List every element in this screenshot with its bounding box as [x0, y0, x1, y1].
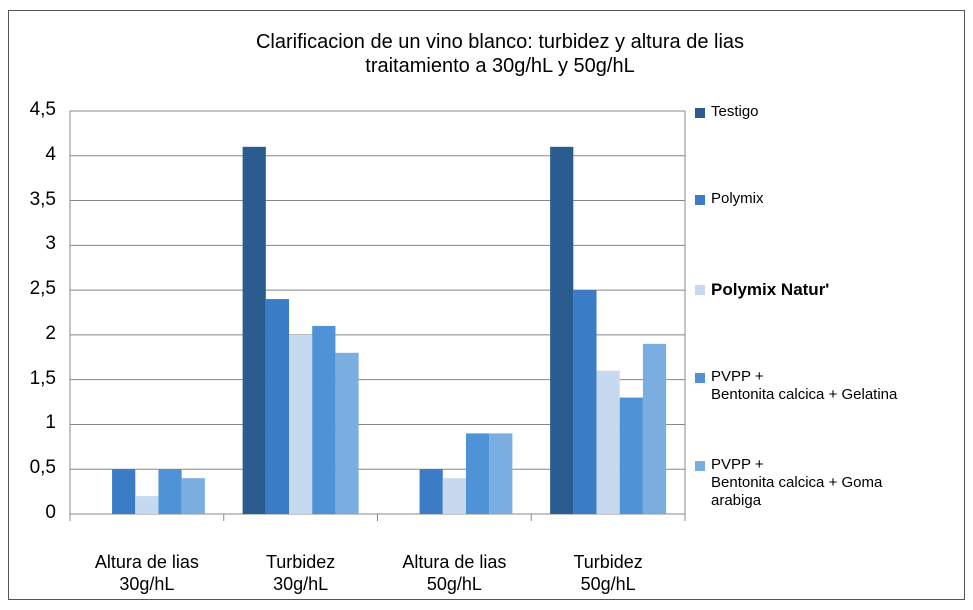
- bar: [573, 290, 597, 514]
- bar: [596, 370, 620, 514]
- bar: [642, 343, 667, 514]
- bar: [265, 299, 290, 514]
- bar: [489, 433, 513, 514]
- bar: [312, 325, 336, 514]
- bar: [465, 433, 490, 514]
- y-tick-label: 1: [45, 412, 56, 434]
- legend-swatch: [695, 108, 705, 118]
- legend-swatch: [695, 285, 705, 295]
- x-tick-label: Turbidez 50g/hL: [573, 552, 643, 594]
- y-tick-label: 1,5: [29, 367, 56, 389]
- legend-label: Polymix: [711, 190, 764, 207]
- legend-swatch: [695, 195, 705, 205]
- legend-label: Polymix Natur': [711, 280, 830, 299]
- bar: [419, 469, 443, 514]
- bar: [442, 478, 466, 514]
- bar: [112, 469, 136, 514]
- bar: [289, 334, 313, 514]
- legend-label: Testigo: [711, 103, 759, 120]
- bar: [550, 146, 574, 515]
- y-tick-label: 0,5: [29, 457, 56, 479]
- y-tick-label: 4: [45, 143, 56, 165]
- bar: [158, 469, 182, 514]
- x-tick-label: Turbidez 30g/hL: [265, 552, 336, 594]
- bar: [181, 478, 205, 514]
- x-tick-label: Altura de lias 50g/hL: [402, 552, 507, 594]
- bar: [135, 496, 159, 514]
- legend-label: PVPP + Bentonita calcica + Gelatina: [711, 368, 898, 403]
- bar: [242, 146, 266, 515]
- y-tick-label: 3,5: [29, 188, 56, 210]
- legend-swatch: [695, 373, 705, 383]
- y-tick-label: 4,5: [29, 99, 56, 120]
- y-tick-label: 2: [45, 322, 56, 344]
- bar: [335, 352, 359, 514]
- legend-label: PVPP + Bentonita calcica + Goma arabiga: [711, 456, 883, 509]
- y-tick-label: 3: [45, 233, 56, 255]
- legend-swatch: [695, 461, 705, 471]
- chart-title: Clarificacion de un vino blanco: turbide…: [255, 31, 745, 77]
- y-tick-label: 0: [45, 502, 56, 523]
- x-tick-label: Altura de lias 30g/hL: [94, 552, 199, 594]
- bar: [619, 397, 643, 514]
- y-tick-label: 2,5: [29, 278, 56, 300]
